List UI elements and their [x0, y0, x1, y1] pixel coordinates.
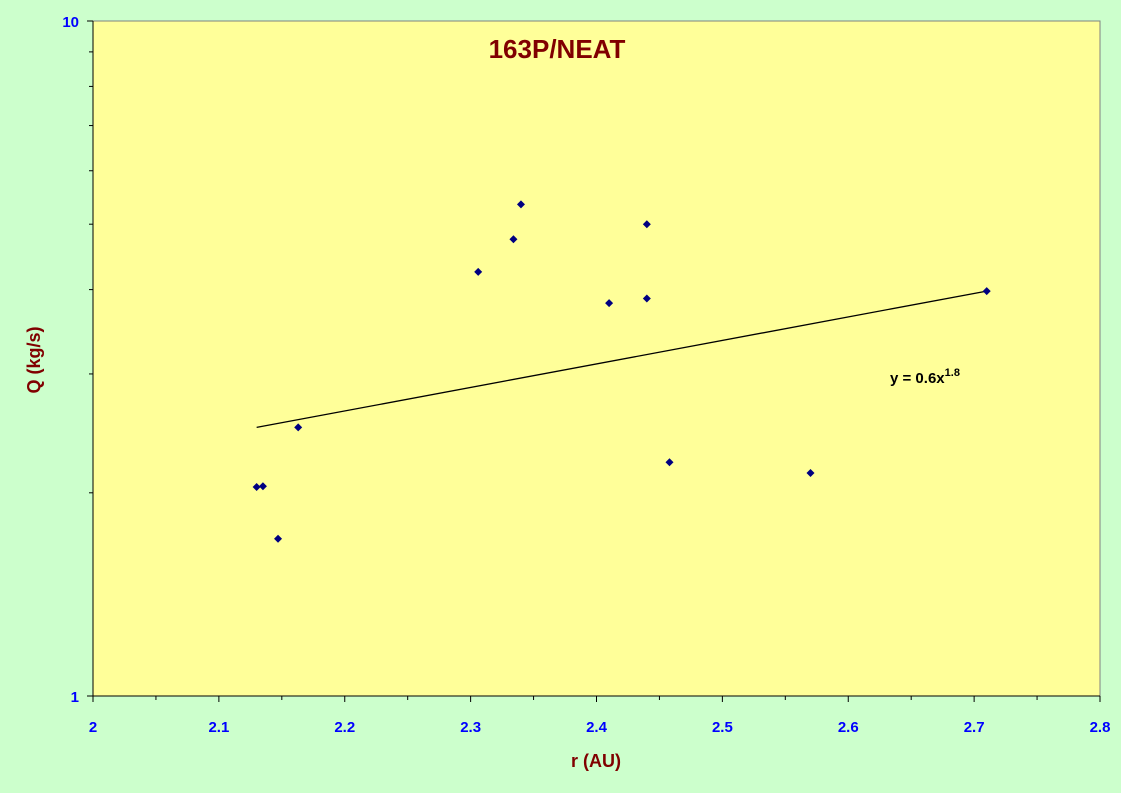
x-tick-label: 2.3	[460, 719, 481, 736]
y-tick-label: 10	[62, 14, 79, 31]
x-tick-label: 2.5	[712, 719, 733, 736]
y-axis-label: Q (kg/s)	[24, 326, 44, 393]
data-point	[509, 235, 518, 244]
y-tick-label: 1	[71, 689, 79, 706]
trend-equation: y = 0.6x1.8	[890, 367, 960, 387]
data-point	[806, 468, 815, 477]
axis-ticks	[87, 20, 1101, 702]
data-point	[642, 220, 651, 229]
x-tick-label: 2.2	[334, 719, 355, 736]
data-point	[274, 534, 283, 543]
x-tick-label: 2.8	[1090, 719, 1111, 736]
x-tick-label: 2.1	[208, 719, 229, 736]
data-point	[474, 267, 483, 276]
data-point	[605, 299, 614, 308]
y-tick-labels: 1 10	[62, 14, 79, 706]
x-axis-label: r (AU)	[571, 751, 621, 771]
data-points	[252, 200, 991, 543]
data-point	[294, 423, 303, 432]
x-tick-label: 2.4	[586, 719, 608, 736]
x-tick-labels: 2 2.1 2.2 2.3 2.4 2.5 2.6 2.7 2.8	[89, 719, 1111, 736]
data-point	[258, 482, 267, 491]
data-point	[642, 294, 651, 303]
trend-equation-base: y = 0.6x	[890, 370, 945, 387]
data-point	[665, 458, 674, 467]
x-tick-label: 2.6	[838, 719, 859, 736]
plot-area	[92, 20, 1101, 697]
chart-title: 163P/NEAT	[489, 34, 626, 64]
trend-equation-exponent: 1.8	[945, 367, 960, 379]
data-point	[516, 200, 525, 209]
x-tick-label: 2.7	[964, 719, 985, 736]
x-tick-label: 2	[89, 719, 97, 736]
data-point	[252, 482, 261, 491]
trend-line	[256, 290, 987, 429]
data-point	[982, 287, 991, 296]
